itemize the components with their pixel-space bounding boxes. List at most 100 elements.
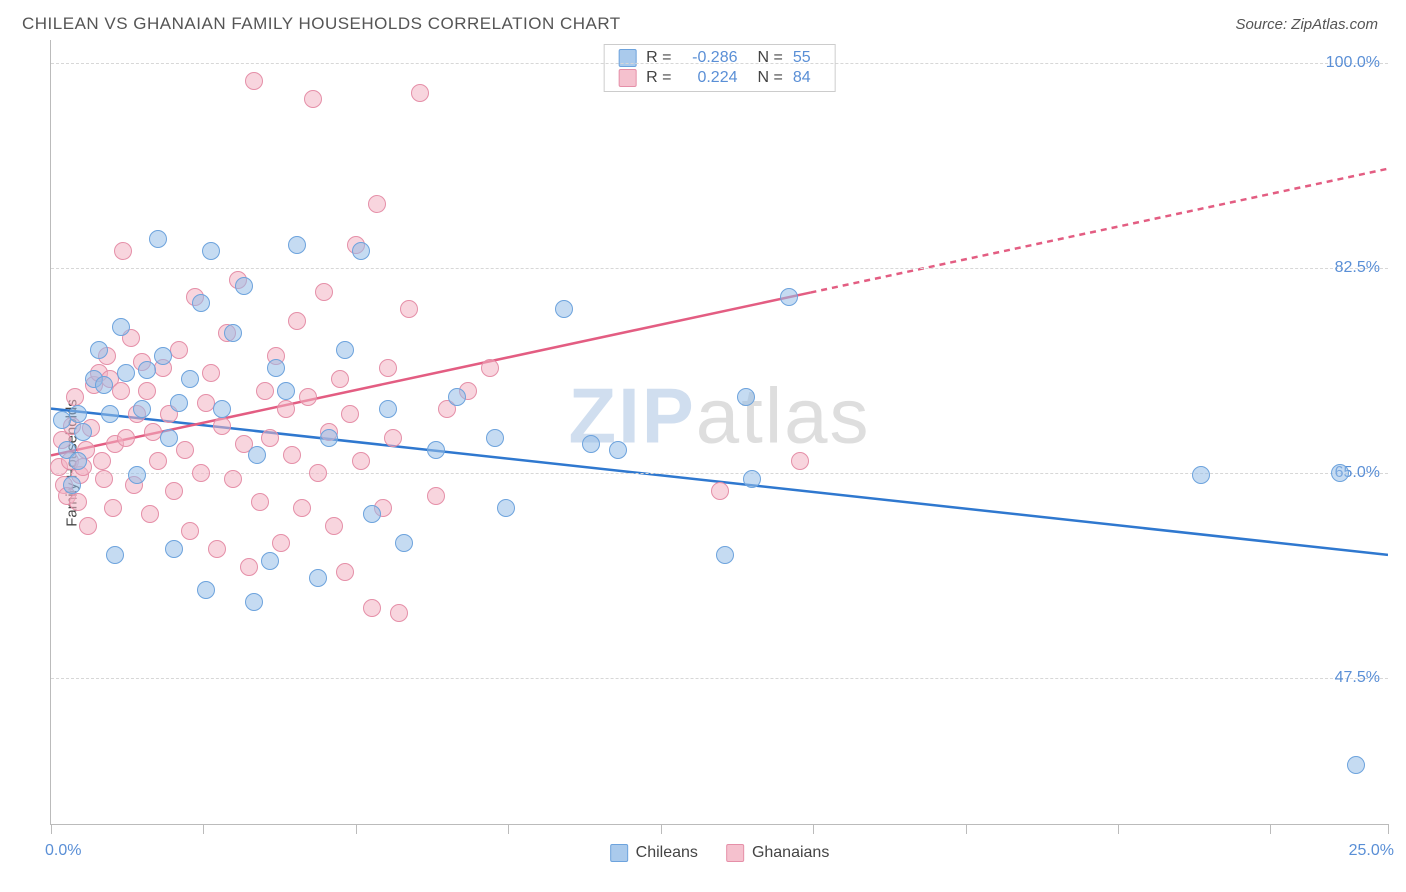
scatter-point-blue [90,341,108,359]
scatter-point-pink [66,388,84,406]
gridline-h [51,473,1388,474]
scatter-point-pink [104,499,122,517]
scatter-point-pink [304,90,322,108]
scatter-point-blue [245,593,263,611]
scatter-point-pink [390,604,408,622]
x-min-label: 0.0% [45,842,81,860]
x-tick [1388,824,1389,834]
scatter-point-pink [411,84,429,102]
scatter-point-blue [427,441,445,459]
scatter-point-blue [95,376,113,394]
scatter-point-pink [352,452,370,470]
legend-bottom-item: Ghanaians [726,844,829,862]
scatter-point-pink [261,429,279,447]
scatter-point-pink [384,429,402,447]
legend-swatch-pink [726,844,744,862]
y-tick-label: 100.0% [1326,54,1380,72]
legend-series-label: Chileans [636,844,698,862]
scatter-point-pink [224,470,242,488]
scatter-point-blue [112,318,130,336]
y-tick-label: 82.5% [1335,259,1380,277]
scatter-point-blue [149,230,167,248]
scatter-point-blue [737,388,755,406]
scatter-point-pink [170,341,188,359]
y-tick-label: 47.5% [1335,669,1380,687]
scatter-point-blue [261,552,279,570]
scatter-point-blue [336,341,354,359]
scatter-point-blue [165,540,183,558]
scatter-point-pink [791,452,809,470]
legend-swatch-pink [618,69,636,87]
scatter-point-blue [320,429,338,447]
scatter-point-pink [240,558,258,576]
scatter-point-blue [106,546,124,564]
x-tick [813,824,814,834]
scatter-point-blue [780,288,798,306]
scatter-point-blue [69,452,87,470]
x-tick [966,824,967,834]
scatter-point-pink [213,417,231,435]
scatter-point-pink [93,452,111,470]
legend-r-value: 0.224 [682,69,738,87]
scatter-point-pink [251,493,269,511]
scatter-point-pink [325,517,343,535]
legend-n-value: 84 [793,69,821,87]
scatter-point-pink [141,505,159,523]
scatter-point-blue [181,370,199,388]
scatter-point-blue [224,324,242,342]
scatter-point-pink [283,446,301,464]
watermark-atlas: atlas [696,372,871,460]
gridline-h [51,678,1388,679]
scatter-point-pink [379,359,397,377]
scatter-point-pink [368,195,386,213]
scatter-point-pink [331,370,349,388]
scatter-point-pink [256,382,274,400]
scatter-point-blue [63,476,81,494]
scatter-point-blue [352,242,370,260]
scatter-point-blue [267,359,285,377]
scatter-point-pink [112,382,130,400]
scatter-point-blue [74,423,92,441]
plot-area: ZIPatlas R =-0.286N =55R =0.224N =84 Chi… [50,40,1388,825]
legend-bottom: Chileans Ghanaians [610,844,830,862]
scatter-point-pink [117,429,135,447]
x-tick [508,824,509,834]
scatter-point-blue [743,470,761,488]
scatter-point-blue [202,242,220,260]
legend-n-label: N = [758,69,783,87]
scatter-point-pink [165,482,183,500]
scatter-point-pink [181,522,199,540]
scatter-point-pink [69,493,87,511]
scatter-point-blue [379,400,397,418]
scatter-point-pink [95,470,113,488]
scatter-point-blue [101,405,119,423]
x-tick [661,824,662,834]
scatter-point-pink [309,464,327,482]
x-tick [1118,824,1119,834]
scatter-point-blue [160,429,178,447]
legend-top-row: R =0.224N =84 [618,69,821,87]
trendline [810,169,1388,293]
scatter-point-pink [363,599,381,617]
scatter-point-pink [176,441,194,459]
scatter-point-pink [202,364,220,382]
scatter-point-blue [277,382,295,400]
scatter-point-blue [128,466,146,484]
scatter-point-pink [288,312,306,330]
chart-title: CHILEAN VS GHANAIAN FAMILY HOUSEHOLDS CO… [22,14,621,34]
gridline-h [51,63,1388,64]
gridline-h [51,268,1388,269]
scatter-point-blue [248,446,266,464]
scatter-point-blue [288,236,306,254]
scatter-point-blue [154,347,172,365]
scatter-point-pink [79,517,97,535]
plot-wrap: Family Households ZIPatlas R =-0.286N =5… [0,40,1406,885]
scatter-point-pink [299,388,317,406]
scatter-point-pink [208,540,226,558]
scatter-point-blue [1192,466,1210,484]
scatter-point-blue [235,277,253,295]
scatter-point-blue [138,361,156,379]
scatter-point-blue [69,405,87,423]
scatter-point-pink [138,382,156,400]
scatter-point-blue [497,499,515,517]
